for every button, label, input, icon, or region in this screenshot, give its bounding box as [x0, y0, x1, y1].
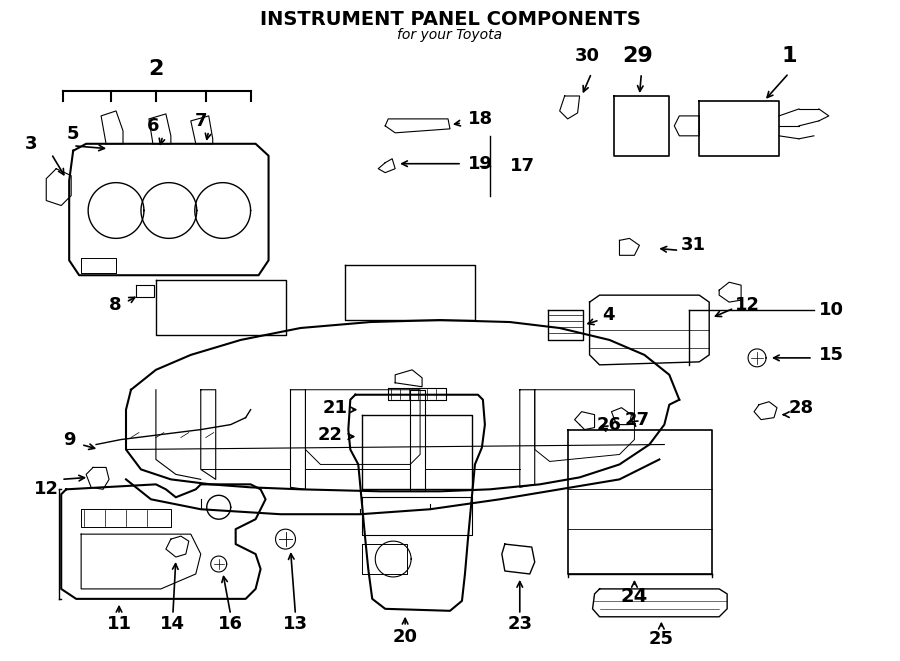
Text: 26: 26: [597, 416, 622, 434]
Text: 22: 22: [318, 426, 343, 444]
Text: 17: 17: [509, 157, 535, 175]
Text: 19: 19: [468, 155, 493, 173]
Text: 16: 16: [218, 615, 243, 633]
Text: INSTRUMENT PANEL COMPONENTS: INSTRUMENT PANEL COMPONENTS: [259, 10, 641, 29]
Text: 12: 12: [33, 481, 58, 498]
Text: 14: 14: [160, 615, 185, 633]
Text: 21: 21: [323, 399, 348, 416]
Text: 3: 3: [25, 135, 38, 153]
Text: 28: 28: [789, 399, 814, 416]
Text: 25: 25: [649, 630, 674, 648]
Text: 13: 13: [283, 615, 308, 633]
Text: 12: 12: [734, 296, 760, 314]
Text: 24: 24: [621, 588, 648, 606]
Text: 9: 9: [63, 430, 76, 449]
Text: 31: 31: [681, 237, 706, 254]
Text: 29: 29: [622, 46, 652, 66]
Text: 5: 5: [67, 125, 79, 143]
Text: 2: 2: [148, 59, 164, 79]
Text: for your Toyota: for your Toyota: [398, 28, 502, 42]
Text: 4: 4: [602, 306, 615, 324]
Text: 15: 15: [819, 346, 844, 364]
Text: 20: 20: [392, 628, 418, 646]
Text: 23: 23: [508, 615, 532, 633]
Text: 8: 8: [108, 296, 121, 314]
Text: 18: 18: [468, 110, 493, 128]
Text: 10: 10: [819, 301, 844, 319]
Text: 27: 27: [625, 410, 650, 428]
Text: 11: 11: [106, 615, 131, 633]
Text: 6: 6: [147, 117, 159, 135]
Text: 30: 30: [575, 47, 600, 65]
Text: 1: 1: [781, 46, 797, 66]
Text: 7: 7: [194, 112, 207, 130]
